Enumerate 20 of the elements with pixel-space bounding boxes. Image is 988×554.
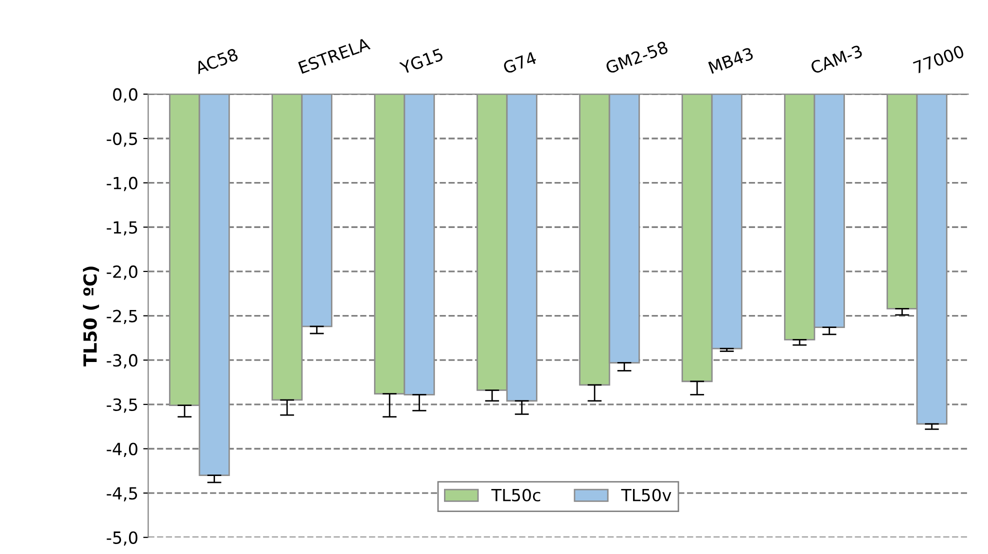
y-tick-label: -4,0 <box>106 442 138 458</box>
x-tick-label: CAM-3 <box>810 44 863 74</box>
x-tick-label: 77000 <box>912 44 965 74</box>
x-tick-label: MB43 <box>708 47 754 74</box>
y-axis-title: TL50 ( ºC) <box>82 266 100 366</box>
y-tick-label: -5,0 <box>106 531 138 546</box>
y-tick-label: -0,5 <box>106 132 138 147</box>
y-tick-label: -3,5 <box>106 398 138 413</box>
y-tick-label: -4,5 <box>106 487 138 502</box>
y-tick-label: -2,5 <box>106 310 138 324</box>
legend-label: TL50v <box>621 488 672 502</box>
x-tick-label: G74 <box>502 51 538 74</box>
y-tick-label: -1,0 <box>106 176 138 192</box>
y-tick-label: 0,0 <box>113 88 138 102</box>
legend-label: TL50c <box>491 488 540 502</box>
x-tick-label: YG15 <box>399 48 444 74</box>
x-tick-label: AC58 <box>194 48 239 74</box>
y-tick-label: -1,5 <box>106 221 138 236</box>
y-tick-label: -3,0 <box>106 354 138 368</box>
y-tick-label: -2,0 <box>106 265 138 280</box>
